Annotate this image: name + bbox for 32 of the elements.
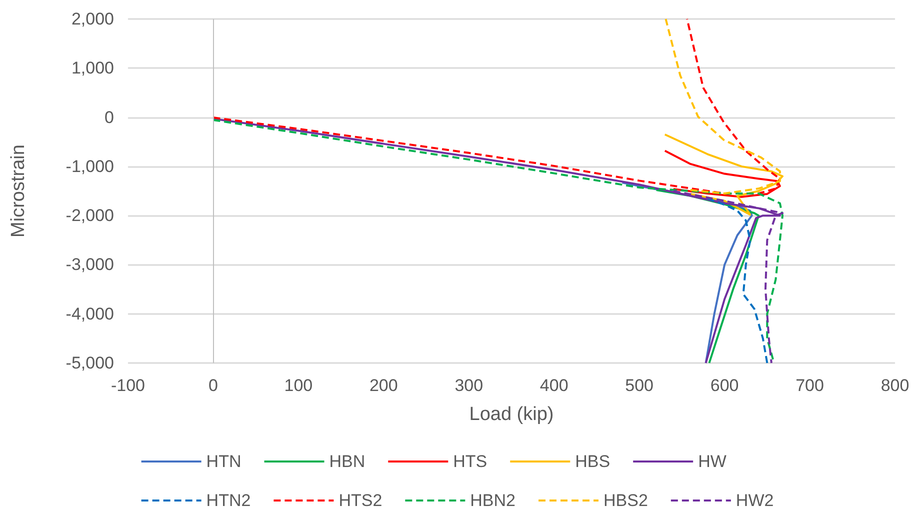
legend-label: HBN2 xyxy=(470,491,516,510)
x-tick-label: 200 xyxy=(369,376,398,395)
x-tick-label: 700 xyxy=(796,376,824,395)
x-tick-label: 400 xyxy=(540,376,568,395)
legend-label: HTN xyxy=(206,452,242,471)
x-tick-label: 500 xyxy=(625,376,654,395)
y-tick-label: -1,000 xyxy=(66,156,114,176)
legend-label: HTN2 xyxy=(206,491,251,510)
legend-label: HW2 xyxy=(736,491,774,510)
x-tick-label: 600 xyxy=(710,376,739,395)
x-tick-label: 0 xyxy=(208,376,218,395)
x-tick-label: -100 xyxy=(110,376,146,395)
legend-label: HBS2 xyxy=(604,491,648,510)
y-tick-label: -4,000 xyxy=(66,304,114,324)
y-tick-label: -5,000 xyxy=(66,354,114,372)
line-series xyxy=(212,18,781,194)
legend-label: HTS xyxy=(453,452,488,471)
y-tick-label: 0 xyxy=(104,108,114,127)
y-tick-label: -3,000 xyxy=(66,255,114,274)
x-tick-label: 800 xyxy=(880,376,910,395)
line-series xyxy=(706,197,768,364)
legend-label: HW xyxy=(698,452,726,471)
y-tick-label: 1,000 xyxy=(71,58,114,78)
x-axis-title: Load (kip) xyxy=(469,404,554,425)
y-tick-label: 2,000 xyxy=(71,10,114,28)
legend-label: HBS xyxy=(575,452,610,471)
legend-label: HTS2 xyxy=(338,491,382,510)
x-tick-label: 300 xyxy=(454,376,484,395)
legend-label: HBN xyxy=(329,452,366,471)
y-tick-label: -2,000 xyxy=(66,206,114,226)
x-tick-label: 100 xyxy=(284,376,313,395)
y-axis-title: Microstrain xyxy=(8,144,29,238)
